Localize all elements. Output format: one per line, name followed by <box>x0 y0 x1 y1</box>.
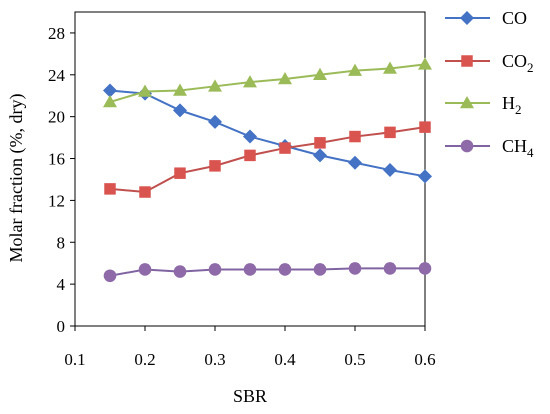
data-point <box>278 263 292 276</box>
data-point <box>418 262 432 275</box>
data-point <box>278 71 292 85</box>
legend-label-subscript: 4 <box>527 145 534 160</box>
data-point <box>383 61 397 74</box>
legend-label: H2 <box>502 93 522 117</box>
y-tick-label: 4 <box>57 275 66 294</box>
legend-label-subscript: 2 <box>515 102 522 117</box>
data-point <box>313 67 327 81</box>
series-layer <box>103 57 432 283</box>
series-co2 <box>104 121 431 198</box>
data-point <box>173 83 187 96</box>
data-point <box>419 121 431 133</box>
data-point <box>139 186 151 198</box>
y-tick-label: 16 <box>48 150 65 169</box>
y-axis-title: Molar fraction (%, dry) <box>6 94 27 263</box>
legend-label-main: CO <box>502 51 527 71</box>
data-point <box>174 167 186 179</box>
series-line <box>109 126 426 194</box>
series-line <box>109 63 426 103</box>
legend-label-main: H <box>502 93 515 113</box>
series-h2 <box>103 57 432 108</box>
data-point <box>103 269 117 283</box>
series-line <box>109 267 425 277</box>
data-point <box>348 155 362 170</box>
series-ch4 <box>103 262 432 283</box>
legend-item: H2 <box>445 93 522 117</box>
data-point <box>314 137 326 149</box>
legend-swatch-marker <box>460 96 474 109</box>
data-point <box>313 148 327 163</box>
axes: 0 4 8 12 16 20 24 28 0.1 0.2 0.3 0.4 0.5 0.6 <box>48 11 436 369</box>
legend-item: CO <box>445 8 527 28</box>
data-point <box>173 103 187 118</box>
data-point <box>173 265 187 278</box>
data-point <box>209 160 221 172</box>
y-tick-label: 0 <box>57 317 66 336</box>
data-point <box>244 149 256 162</box>
series-line <box>109 89 426 178</box>
legend-label-subscript: 2 <box>527 60 534 75</box>
legend-item: CH4 <box>445 136 534 160</box>
plot-frame <box>74 11 426 327</box>
x-tick-label: 0.5 <box>344 350 365 369</box>
data-point <box>138 84 152 97</box>
x-tick-label: 0.1 <box>64 350 85 369</box>
y-tick-label: 24 <box>48 66 66 85</box>
data-point <box>208 114 222 129</box>
legend-label: CO <box>502 8 527 28</box>
legend-label: CO2 <box>502 51 534 75</box>
data-point <box>138 263 152 276</box>
y-tick-label: 12 <box>48 191 65 210</box>
legend-label-main: CO <box>502 8 527 28</box>
legend-item: CO2 <box>445 51 534 75</box>
legend-swatch-marker <box>461 55 473 67</box>
x-tick-label: 0.3 <box>204 350 225 369</box>
legend-swatch-marker <box>460 11 474 25</box>
data-point <box>349 130 361 143</box>
data-point <box>243 263 257 276</box>
x-axis-title: SBR <box>233 386 267 406</box>
data-point <box>243 75 257 88</box>
data-point <box>383 163 397 178</box>
x-tick-label: 0.2 <box>134 350 155 369</box>
data-point <box>208 263 222 276</box>
data-point <box>418 57 432 70</box>
x-tick-label: 0.4 <box>274 350 296 369</box>
data-point <box>383 262 397 275</box>
x-tick-label: 0.6 <box>414 350 435 369</box>
data-point <box>104 183 116 195</box>
data-point <box>243 129 257 144</box>
y-tick-label: 20 <box>48 108 65 127</box>
data-point <box>418 169 432 184</box>
data-point <box>348 63 362 76</box>
data-point <box>384 126 396 139</box>
data-point <box>348 262 362 275</box>
data-point <box>313 263 327 276</box>
y-tick-label: 8 <box>57 233 66 252</box>
data-point <box>103 95 117 108</box>
legend-label-main: CH <box>502 136 527 156</box>
legend-swatch-marker <box>460 139 474 153</box>
data-point <box>208 79 222 92</box>
data-point <box>103 83 117 98</box>
y-tick-label: 28 <box>48 24 65 43</box>
legend-label: CH4 <box>502 136 534 160</box>
data-point <box>279 142 291 154</box>
